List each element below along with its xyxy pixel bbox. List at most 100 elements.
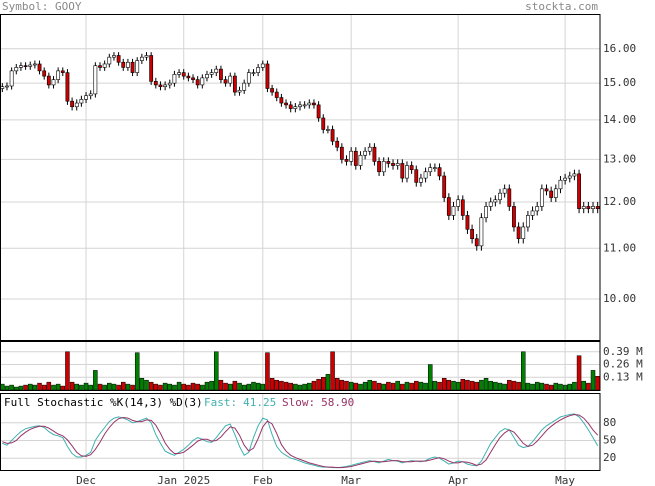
candle-body: [65, 72, 70, 102]
candle-body: [493, 199, 498, 203]
volume-bar: [400, 383, 405, 391]
candle-body: [335, 140, 340, 148]
volume-bar: [83, 382, 89, 391]
volume-bar: [4, 385, 10, 391]
volume-bar: [200, 384, 205, 391]
volume-bar: [446, 379, 452, 391]
volume-bar: [237, 382, 242, 391]
y-tick-label: 10.00: [603, 292, 636, 305]
volume-bar: [507, 379, 512, 391]
candle-body: [460, 199, 465, 216]
candle-body: [535, 206, 540, 212]
volume-bar: [125, 383, 131, 391]
candle-body: [372, 146, 377, 162]
candle-body: [265, 63, 270, 89]
candle-body: [595, 206, 600, 209]
candle-body: [144, 55, 149, 58]
volume-bar: [251, 381, 256, 391]
volume-bar: [567, 383, 573, 391]
candle-body: [46, 75, 51, 86]
candle-body: [558, 179, 563, 190]
candle-body: [409, 165, 414, 170]
candle-body: [88, 93, 93, 97]
volume-bar: [218, 379, 224, 391]
candle-body: [37, 63, 42, 72]
volume-bar: [590, 370, 596, 391]
volume-bar: [214, 351, 219, 391]
volume-bar: [330, 351, 335, 391]
candle-body: [530, 210, 535, 216]
y-tick-label: 13.00: [603, 152, 636, 165]
volume-bar: [432, 380, 438, 391]
volume-bar: [167, 383, 173, 391]
candle-body: [237, 89, 242, 93]
candle-body: [353, 150, 358, 166]
candle-body: [56, 70, 61, 80]
candle-body: [442, 175, 447, 198]
volume-bar: [362, 381, 368, 391]
candle-body: [228, 75, 233, 84]
candle-body: [363, 150, 368, 156]
volume-bar: [116, 384, 121, 391]
candle-body: [256, 67, 261, 73]
volume-bar: [260, 383, 266, 391]
candle-body: [414, 169, 419, 183]
candle-body: [74, 102, 79, 108]
candle-body: [214, 68, 219, 73]
volume-bar: [144, 379, 149, 391]
volume-bar: [321, 377, 326, 391]
panel-frame: [0, 393, 601, 471]
legend-name: Slow:: [282, 396, 315, 409]
volume-bar: [269, 377, 275, 391]
volume-bar: [586, 382, 591, 391]
volume-bar: [455, 381, 461, 391]
candle-body: [205, 74, 209, 79]
candle-body: [367, 146, 372, 152]
volume-bar: [223, 382, 228, 391]
volume-bar: [562, 384, 568, 391]
volume-bar: [339, 379, 345, 391]
volume-bar: [232, 380, 238, 391]
candle-body: [419, 177, 423, 183]
candle-body: [484, 206, 488, 219]
candle-body: [391, 163, 395, 166]
volume-bar: [32, 384, 38, 391]
volume-bar: [479, 379, 484, 391]
volume-bar: [55, 383, 61, 391]
x-tick-label: Feb: [253, 474, 273, 486]
volume-bar: [572, 381, 577, 391]
volume-bar: [548, 384, 554, 391]
volume-bar: [69, 381, 75, 391]
candle-body: [586, 206, 591, 209]
volume-bar: [297, 384, 303, 391]
candle-body: [9, 70, 14, 87]
volume-bar: [265, 352, 270, 391]
volume-bar: [279, 380, 284, 391]
candle-body: [126, 61, 130, 68]
candle-body: [28, 64, 33, 67]
candle-body: [5, 85, 9, 88]
candle-body: [116, 55, 121, 63]
y-tick-label: 0.13 M: [603, 370, 643, 383]
volume-bar: [530, 383, 535, 391]
candle-body: [246, 72, 251, 84]
candle-body: [232, 75, 237, 93]
volume-bar: [511, 380, 517, 391]
volume-bar: [381, 383, 386, 391]
volume-bar: [581, 380, 586, 391]
candle-body: [60, 70, 65, 73]
stochastic-line: [2, 413, 599, 469]
candle-body: [381, 161, 386, 173]
volume-bar: [60, 385, 66, 391]
volume-bar: [348, 381, 354, 391]
volume-bar: [353, 382, 359, 391]
x-tick-label: Mar: [341, 474, 361, 486]
candle-body: [130, 61, 135, 73]
candle-body: [288, 104, 293, 109]
candle-body: [223, 79, 228, 84]
y-tick-label: 0.39 M: [603, 345, 643, 358]
candle-body: [139, 56, 144, 61]
candle-body: [0, 86, 5, 89]
candle-body: [153, 81, 158, 86]
volume-bar: [483, 377, 489, 391]
